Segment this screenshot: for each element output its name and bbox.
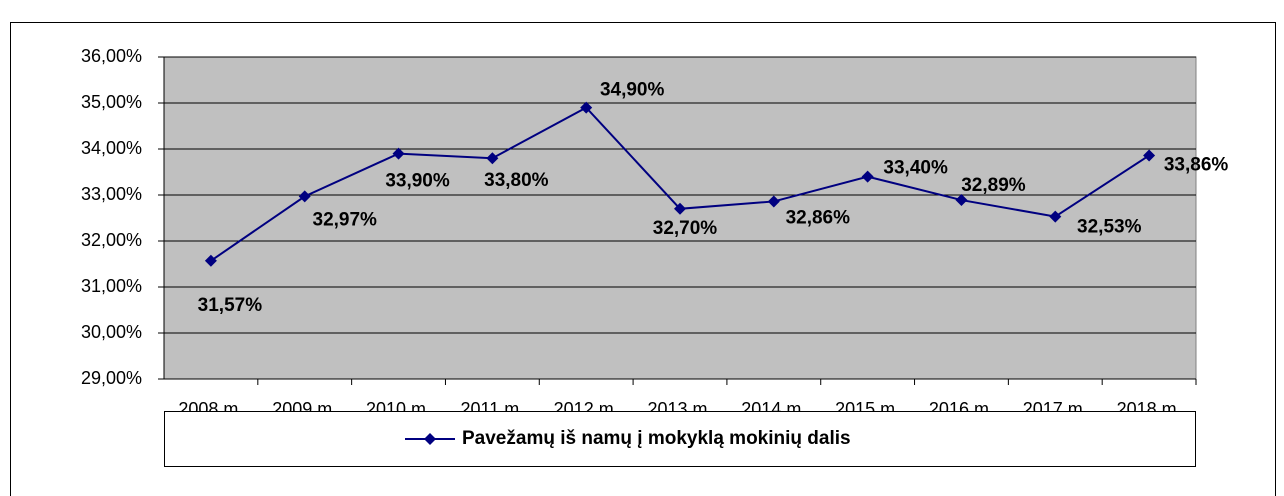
data-label: 33,80% — [484, 170, 549, 191]
y-tick-label: 36,00% — [81, 46, 142, 66]
data-label: 31,57% — [198, 295, 263, 316]
marker — [392, 147, 405, 160]
data-label: 32,86% — [786, 207, 851, 228]
marker — [298, 190, 311, 203]
data-label: 34,90% — [600, 80, 665, 101]
data-label: 32,89% — [961, 175, 1026, 196]
y-tick-label: 31,00% — [81, 276, 142, 296]
data-label: 33,40% — [883, 158, 948, 179]
legend — [164, 411, 1196, 467]
data-label: 33,86% — [1164, 154, 1229, 175]
plot-area — [163, 56, 1197, 380]
marker — [955, 194, 968, 207]
y-tick-label: 33,00% — [81, 184, 142, 204]
marker — [674, 202, 686, 215]
marker — [861, 170, 874, 183]
marker — [767, 195, 780, 208]
legend-label: Pavežamų iš namų į mokyklą mokinių dalis — [462, 428, 851, 449]
y-tick-label: 34,00% — [81, 138, 142, 158]
marker — [486, 152, 499, 165]
y-tick-label: 29,00% — [81, 368, 142, 388]
data-label: 32,70% — [653, 218, 718, 239]
marker — [204, 254, 217, 267]
y-tick-label: 32,00% — [81, 230, 142, 250]
y-tick-label: 35,00% — [81, 92, 142, 112]
legend-marker — [424, 433, 436, 445]
y-tick-label: 30,00% — [81, 322, 142, 342]
data-label: 32,97% — [313, 209, 378, 230]
data-label: 33,90% — [385, 171, 450, 192]
data-label: 32,53% — [1077, 217, 1142, 238]
marker — [580, 101, 593, 114]
marker — [1143, 149, 1156, 162]
marker — [1049, 210, 1062, 223]
